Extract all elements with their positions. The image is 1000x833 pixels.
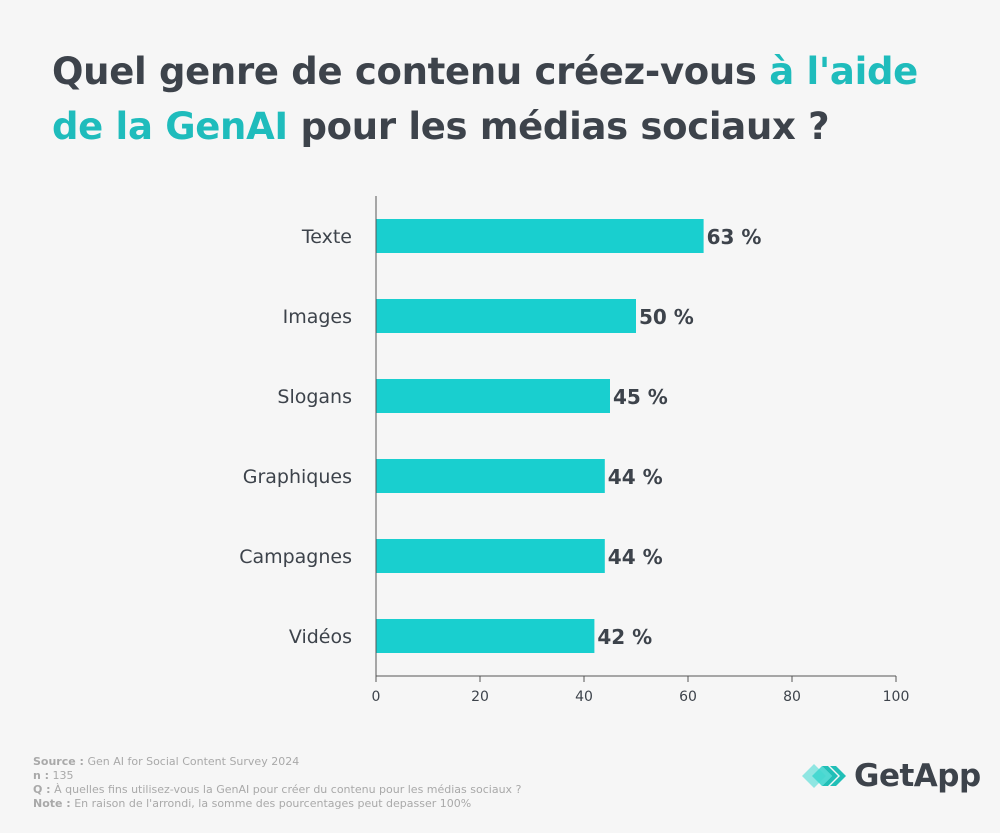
x-tick-label: 20: [471, 689, 489, 705]
bar: [376, 299, 636, 333]
category-label: Graphiques: [243, 466, 352, 488]
value-label: 63 %: [707, 225, 762, 249]
category-label: Campagnes: [239, 546, 352, 568]
title-highlight: à l'aide de la GenAI: [52, 50, 918, 148]
category-label: Slogans: [277, 386, 352, 408]
bar: [376, 459, 605, 493]
footnotes: Source : Gen AI for Social Content Surve…: [33, 755, 521, 811]
value-label: 44 %: [608, 545, 663, 569]
note-line: Note : En raison de l'arrondi, la somme …: [33, 797, 472, 810]
value-label: 44 %: [608, 465, 663, 489]
question-line: Q : À quelles fins utilisez-vous la GenA…: [33, 783, 522, 796]
value-label: 42 %: [597, 625, 652, 649]
logo-text: GetApp: [854, 758, 981, 794]
n-line: n : 135: [33, 769, 74, 782]
value-label: 45 %: [613, 385, 668, 409]
category-label: Texte: [301, 226, 352, 248]
category-label: Images: [283, 306, 352, 328]
x-tick-label: 0: [372, 689, 381, 705]
category-label: Vidéos: [289, 626, 352, 648]
source-line: Source : Gen AI for Social Content Surve…: [33, 755, 300, 768]
x-tick-label: 40: [575, 689, 593, 705]
title-part1: Quel genre de contenu créez-vous: [52, 50, 770, 93]
x-tick-label: 80: [783, 689, 801, 705]
x-tick-label: 60: [679, 689, 697, 705]
value-label: 50 %: [639, 305, 694, 329]
bar: [376, 619, 595, 653]
bar-chart: Texte 63 % Images 50 % Slogans 45 % Graphiques…: [239, 196, 910, 705]
bar: [376, 539, 605, 573]
bar: [376, 219, 704, 253]
getapp-logo: GetApp: [802, 758, 981, 794]
getapp-chevrons-icon: [802, 764, 846, 788]
chart-title: Quel genre de contenu créez-vous à l'aid…: [52, 44, 972, 154]
bar: [376, 379, 610, 413]
x-tick-label: 100: [883, 689, 910, 705]
title-part2: pour les médias sociaux ?: [287, 105, 830, 148]
